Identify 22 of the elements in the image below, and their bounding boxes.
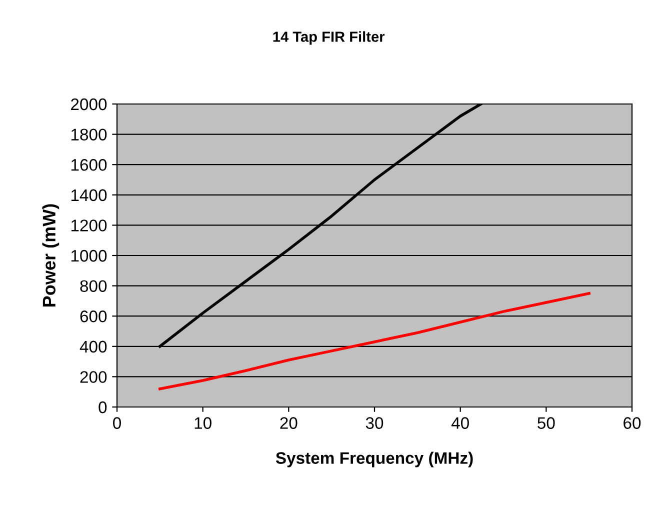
y-tick-label: 800 (80, 280, 107, 292)
x-tick-label: 0 (113, 417, 121, 429)
x-axis-title: System Frequency (MHz) (276, 452, 473, 468)
y-tick-label: 200 (80, 371, 107, 383)
x-tick-label: 40 (451, 417, 469, 429)
chart-title: 14 Tap FIR Filter (273, 31, 385, 45)
y-axis-title: Power (mW) (42, 204, 60, 306)
y-tick-label: 400 (80, 340, 107, 353)
y-tick-label: 0 (98, 401, 107, 414)
y-tick-label: 1000 (71, 250, 107, 262)
y-tick-label: 1200 (71, 220, 107, 232)
x-tick-label: 20 (280, 417, 298, 429)
x-tick-label: 50 (538, 417, 555, 429)
line-series (158, 292, 590, 390)
y-tick-label: 1400 (71, 189, 107, 202)
y-tick-label: 1600 (71, 159, 107, 171)
y-tick-label: 600 (80, 310, 107, 322)
y-tick-label: 1800 (71, 128, 107, 141)
x-tick-label: 60 (624, 417, 641, 429)
x-tick-label: 10 (194, 417, 212, 429)
y-tick-label: 2000 (71, 98, 107, 110)
x-tick-label: 30 (366, 417, 384, 429)
